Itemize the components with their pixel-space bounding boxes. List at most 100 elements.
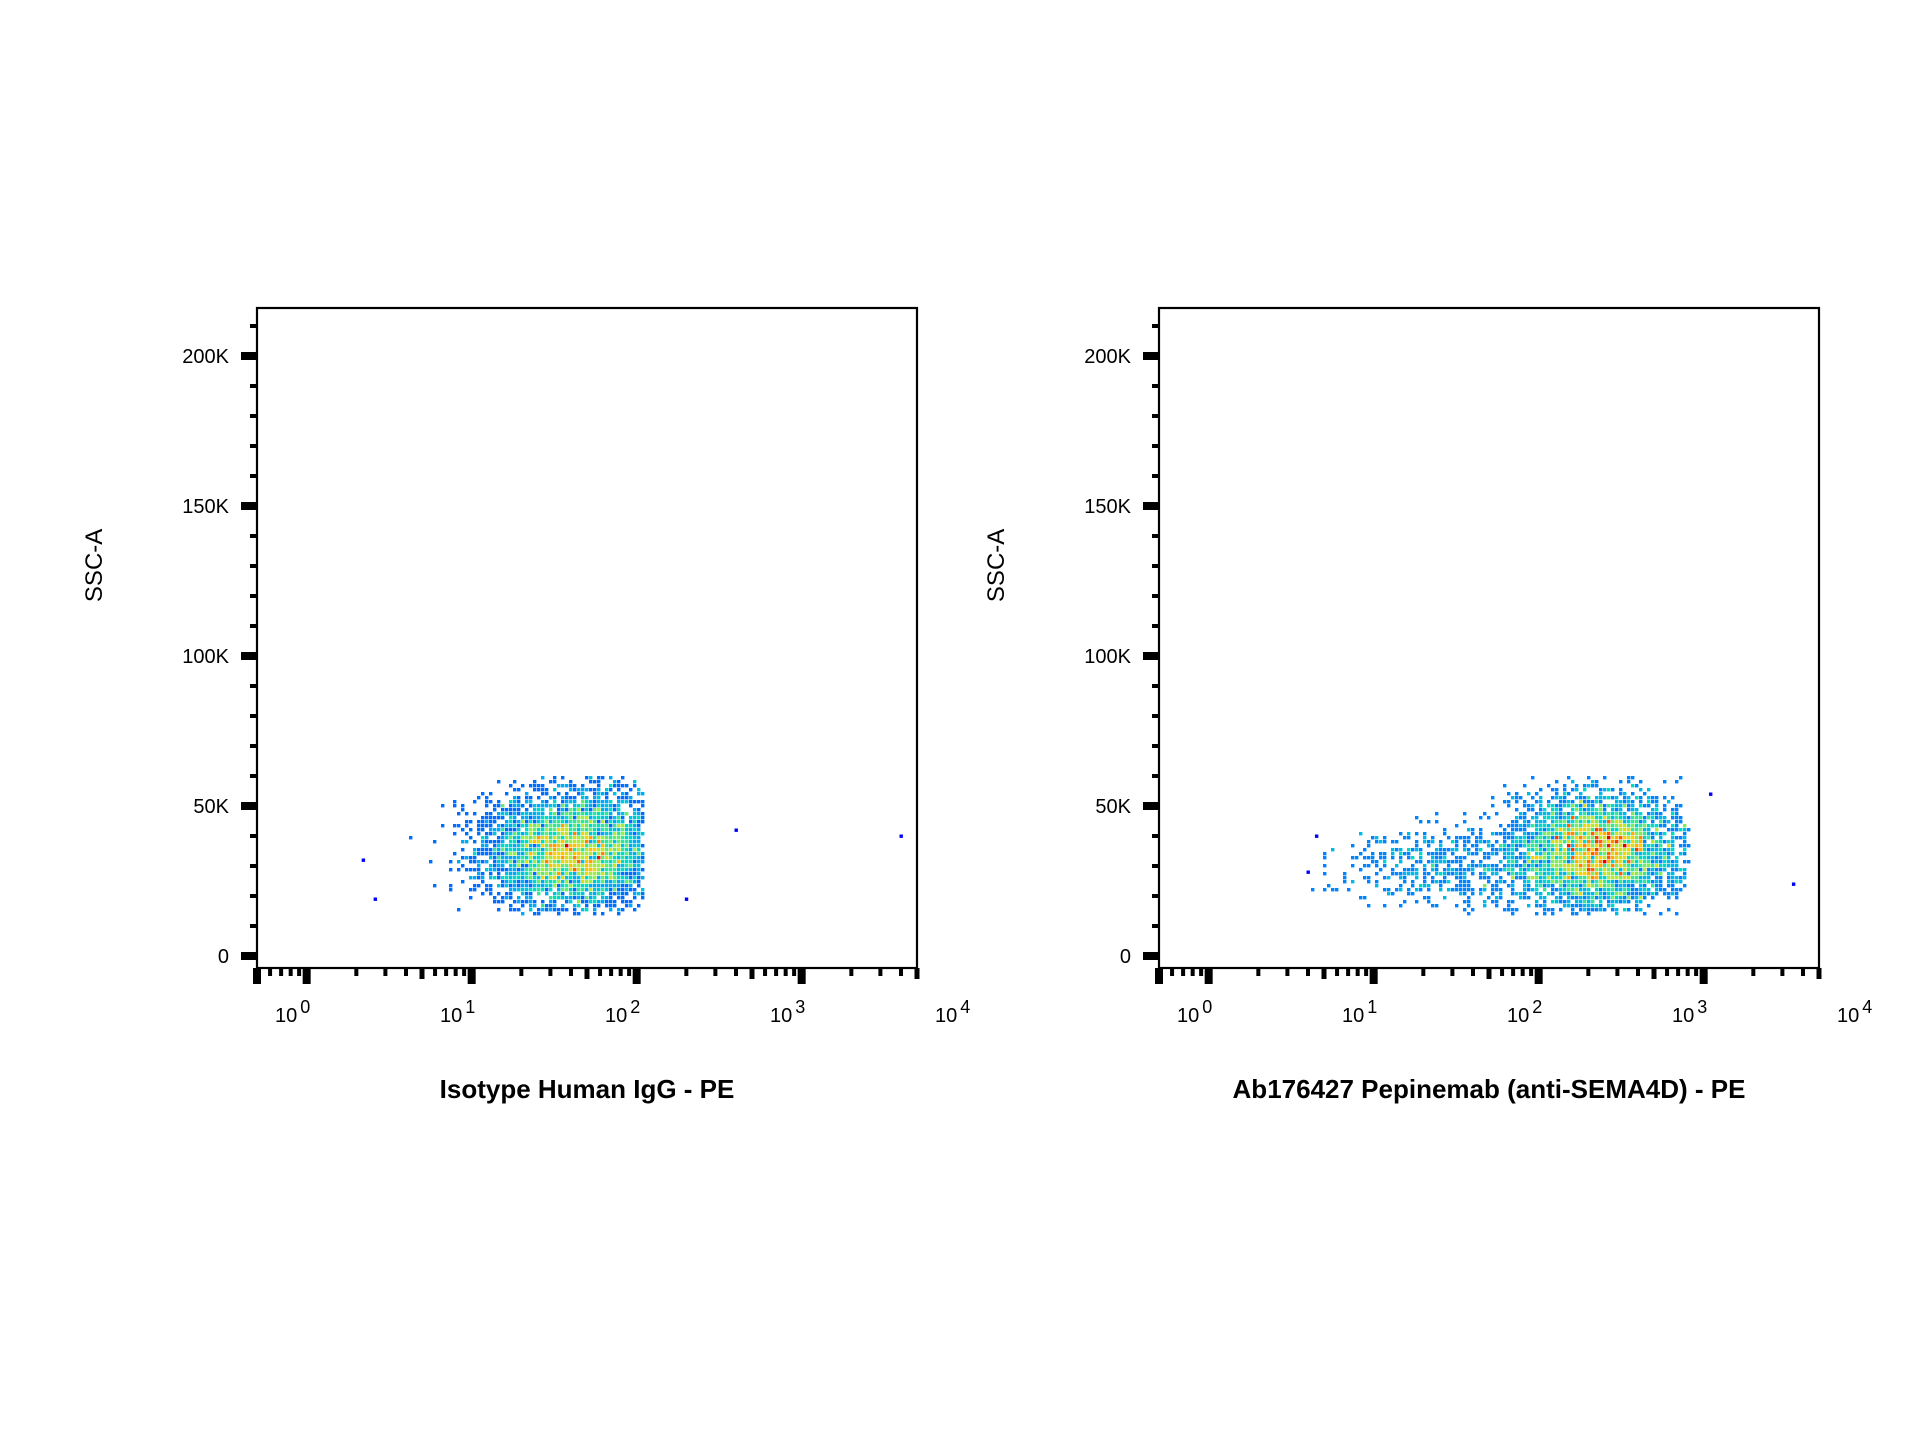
event-dot — [1631, 860, 1635, 864]
event-dot — [529, 812, 533, 816]
event-dot — [529, 856, 533, 860]
x-minor-tick — [569, 968, 574, 976]
event-dot — [1551, 892, 1555, 896]
event-dot — [533, 880, 537, 884]
event-dot — [1375, 860, 1379, 864]
y-minor-tick — [250, 624, 257, 628]
event-dot — [1551, 820, 1555, 824]
event-dot — [481, 824, 485, 828]
event-dot — [541, 872, 545, 876]
event-dot — [1623, 800, 1627, 804]
event-dot — [1591, 848, 1595, 852]
event-dot — [1555, 868, 1559, 872]
event-dot — [481, 792, 485, 796]
event-dot — [1603, 788, 1607, 792]
event-dot — [589, 808, 593, 812]
event-dot — [1507, 900, 1511, 904]
event-dot — [1615, 796, 1619, 800]
event-dot — [541, 864, 545, 868]
event-dot — [1443, 896, 1447, 900]
event-dot — [621, 888, 625, 892]
event-dot — [613, 900, 617, 904]
event-dot — [501, 844, 505, 848]
event-dot — [1619, 848, 1623, 852]
event-dot — [517, 868, 521, 872]
event-dot — [1579, 884, 1583, 888]
event-dot — [593, 836, 597, 840]
event-dot — [521, 904, 525, 908]
event-dot — [1455, 884, 1459, 888]
event-dot — [1635, 784, 1639, 788]
event-dot — [505, 824, 509, 828]
event-dot — [1567, 852, 1571, 856]
event-dot — [1551, 848, 1555, 852]
event-dot — [557, 844, 561, 848]
event-dot — [505, 860, 509, 864]
x-tick-base: 10 — [1507, 1005, 1529, 1027]
event-dot — [581, 788, 585, 792]
event-dot — [1623, 896, 1627, 900]
event-dot — [1627, 856, 1631, 860]
event-dot — [557, 808, 561, 812]
event-dot — [1507, 792, 1511, 796]
event-dot — [529, 828, 533, 832]
event-dot — [1675, 780, 1679, 784]
event-dot — [1551, 796, 1555, 800]
event-dot — [1459, 836, 1463, 840]
event-dot — [469, 836, 473, 840]
event-dot — [549, 816, 553, 820]
event-dot — [597, 784, 601, 788]
event-dot — [1667, 840, 1671, 844]
event-dot — [1511, 908, 1515, 912]
event-dot — [561, 844, 565, 848]
event-dot — [513, 816, 517, 820]
event-dot — [641, 876, 645, 880]
event-dot — [1527, 856, 1531, 860]
event-dot — [1527, 844, 1531, 848]
event-dot — [593, 848, 597, 852]
event-dot — [473, 848, 477, 852]
event-dot — [533, 836, 537, 840]
event-dot — [1479, 848, 1483, 852]
event-dot — [1535, 864, 1539, 868]
event-dot — [1619, 880, 1623, 884]
event-dot — [577, 812, 581, 816]
event-dot — [609, 816, 613, 820]
event-dot — [1439, 840, 1443, 844]
event-dot — [633, 864, 637, 868]
event-dot — [545, 856, 549, 860]
event-dot — [1559, 876, 1563, 880]
event-dot — [1619, 804, 1623, 808]
event-dot — [521, 804, 525, 808]
event-dot — [557, 832, 561, 836]
event-dot — [637, 848, 641, 852]
event-dot — [1595, 852, 1599, 856]
event-dot — [1567, 880, 1571, 884]
y-major-tick — [241, 352, 257, 360]
event-dot — [1595, 904, 1599, 908]
event-dot — [505, 856, 509, 860]
event-dot — [1635, 892, 1639, 896]
x-tick-base: 10 — [1177, 1005, 1199, 1027]
event-dot — [1543, 912, 1547, 916]
event-dot — [1623, 888, 1627, 892]
event-dot — [613, 880, 617, 884]
y-minor-tick — [1152, 774, 1159, 778]
event-dot — [1659, 860, 1663, 864]
event-dot — [529, 840, 533, 844]
event-dot — [1611, 856, 1615, 860]
event-dot — [1587, 804, 1591, 808]
event-dot — [1683, 836, 1687, 840]
event-dot — [561, 836, 565, 840]
event-dot — [1587, 800, 1591, 804]
event-dot — [1591, 876, 1595, 880]
event-dot — [549, 844, 553, 848]
event-dot — [561, 820, 565, 824]
event-dot — [1631, 852, 1635, 856]
event-dot — [1495, 896, 1499, 900]
event-dot — [1655, 856, 1659, 860]
event-dot — [601, 892, 605, 896]
event-dot — [1507, 860, 1511, 864]
event-dot — [533, 904, 537, 908]
event-dot — [561, 860, 565, 864]
